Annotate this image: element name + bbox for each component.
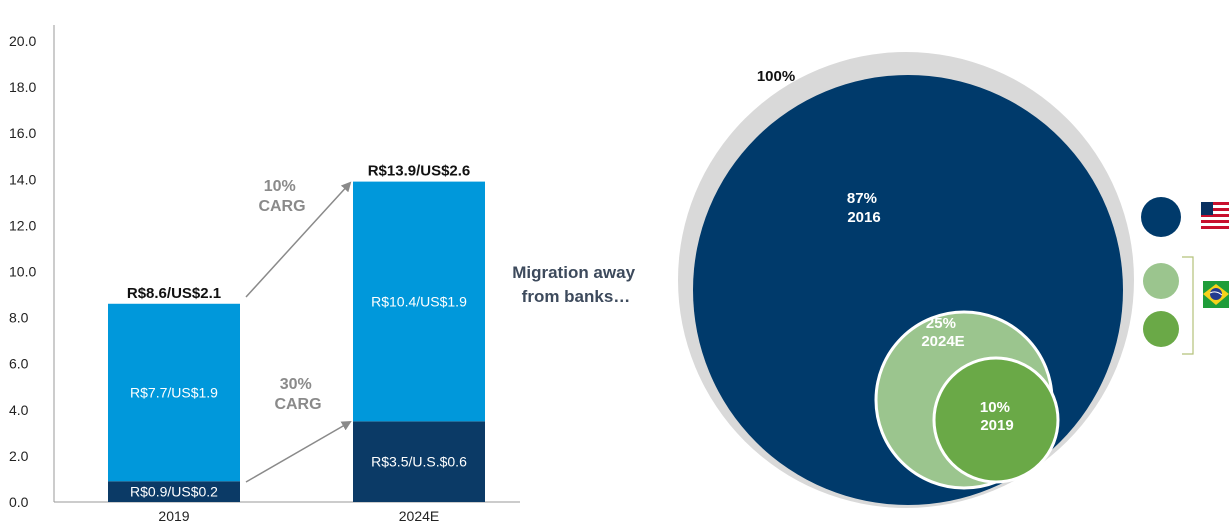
y-tick-label: 2.0 xyxy=(9,448,29,464)
migration-caption-line1: Migration away xyxy=(512,263,635,282)
y-tick-label: 8.0 xyxy=(9,310,29,326)
circle-87-year: 2016 xyxy=(847,209,880,226)
circle-10 xyxy=(932,356,1060,484)
circle-100-label: 100% xyxy=(757,68,795,85)
circle-10-pct: 10% xyxy=(980,399,1010,416)
y-tick-label: 6.0 xyxy=(9,356,29,372)
carg-bank-pct: 30% xyxy=(280,376,312,393)
legend-bracket xyxy=(1182,256,1194,355)
growth-arrow-total xyxy=(245,181,352,298)
bar-segment xyxy=(353,181,485,422)
y-tick-label: 4.0 xyxy=(9,402,29,418)
brazil-flag-icon xyxy=(1203,281,1229,308)
bar-segment xyxy=(108,481,240,502)
circle-25-label: 25% 2024E xyxy=(921,315,964,350)
bar-segment-label: R$0.9/US$0.2 xyxy=(130,484,218,500)
bar-segment xyxy=(353,421,485,502)
nested-circles xyxy=(678,52,1134,508)
y-tick-label: 16.0 xyxy=(9,125,36,141)
y-tick-labels: 0.0 2.0 4.0 6.0 8.0 10.0 12.0 14.0 16.0 18.0 20.0 xyxy=(9,33,36,510)
bar-segment-label: R$10.4/US$1.9 xyxy=(371,293,467,309)
bar-segment xyxy=(108,303,240,482)
bar-total-label: R$8.6/US$2.1 xyxy=(127,285,221,302)
bar-stacks xyxy=(108,181,485,502)
y-tick-label: 0.0 xyxy=(9,494,29,510)
y-tick-label: 12.0 xyxy=(9,217,36,233)
x-category-label: 2024E xyxy=(399,508,439,524)
carg-bank-word: CARG xyxy=(274,396,321,413)
growth-arrow-bank xyxy=(245,421,352,483)
carg-total-pct: 10% xyxy=(264,178,296,195)
y-tick-label: 14.0 xyxy=(9,171,36,187)
circle-25-pct: 25% xyxy=(926,315,956,332)
carg-total-label: 10% CARG xyxy=(258,178,305,215)
legend xyxy=(1141,197,1229,355)
circle-10-year: 2019 xyxy=(980,417,1013,434)
y-tick-label: 20.0 xyxy=(9,33,36,49)
legend-br-2019-dot xyxy=(1143,311,1179,347)
bar-total-label: R$13.9/US$2.6 xyxy=(368,163,471,180)
legend-us-dot xyxy=(1141,197,1181,237)
circle-87-label: 87% 2016 xyxy=(847,190,881,226)
us-flag-icon xyxy=(1201,202,1229,230)
migration-caption: Migration away from banks… xyxy=(512,263,640,306)
legend-br-2024-dot xyxy=(1143,263,1179,299)
bar-labels: R$0.9/US$0.2 R$7.7/US$1.9 R$8.6/US$2.1 2019… xyxy=(127,163,470,524)
carg-bank-label: 30% CARG xyxy=(274,376,321,413)
bar-segment-label: R$7.7/US$1.9 xyxy=(130,385,218,401)
y-tick-label: 10.0 xyxy=(9,264,36,280)
y-tick-label: 18.0 xyxy=(9,79,36,95)
migration-caption-line2: from banks… xyxy=(522,287,631,306)
x-category-label: 2019 xyxy=(158,508,189,524)
circle-87-pct: 87% xyxy=(847,190,877,207)
circle-25-year: 2024E xyxy=(921,333,964,350)
bar-segment-label: R$3.5/U.S.$0.6 xyxy=(371,454,467,470)
carg-total-word: CARG xyxy=(258,198,305,215)
circle-10-label: 10% 2019 xyxy=(980,399,1014,434)
